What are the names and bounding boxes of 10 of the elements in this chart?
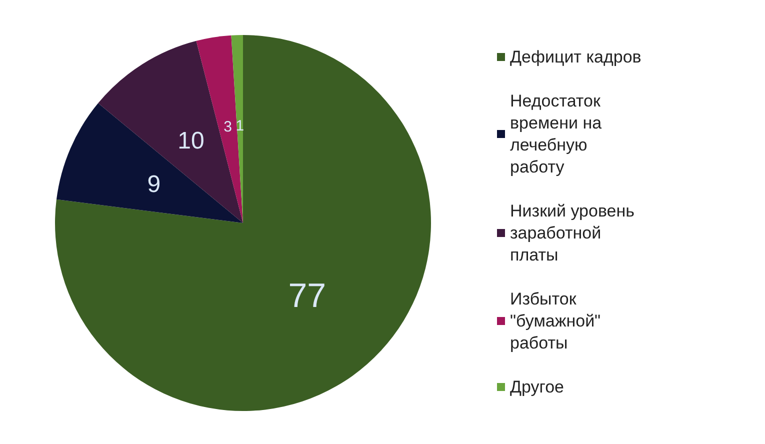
data-label: 9 bbox=[147, 170, 161, 198]
data-label: 1 bbox=[236, 118, 244, 135]
legend-label: Избыток "бумажной" работы bbox=[510, 290, 606, 352]
legend-label: Недостаток времени на лечебную работу bbox=[510, 92, 606, 176]
legend-label: Дефицит кадров bbox=[510, 48, 642, 66]
data-label: 77 bbox=[288, 276, 326, 315]
legend-label: Низкий уровень заработной платы bbox=[510, 202, 640, 264]
legend-label: Другое bbox=[510, 378, 564, 396]
data-label: 10 bbox=[178, 128, 204, 155]
data-label: 3 bbox=[224, 118, 232, 136]
